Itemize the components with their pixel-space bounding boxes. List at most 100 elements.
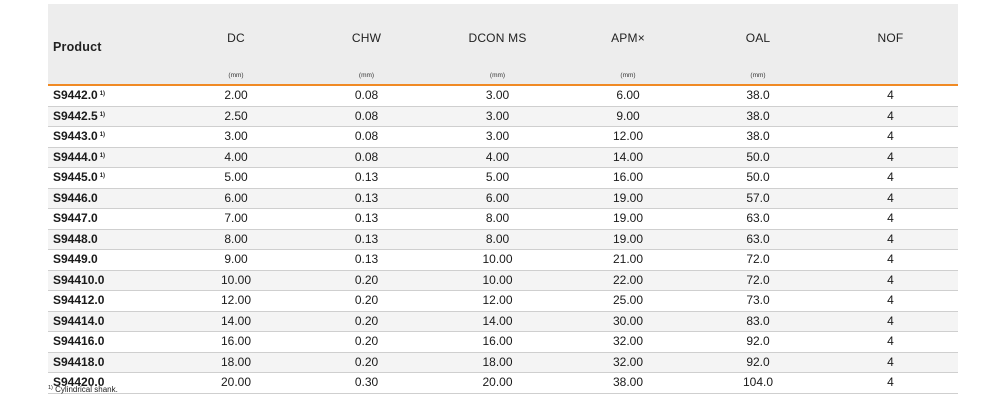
table-row: S9448.0 8.00 0.13 8.00 19.00 63.0 4 — [48, 229, 958, 250]
chw-cell: 0.08 — [301, 106, 432, 127]
table-row: S9447.0 7.00 0.13 8.00 19.00 63.0 4 — [48, 208, 958, 230]
product-code: S9442.0 — [53, 88, 98, 103]
nof-cell: 4 — [823, 372, 958, 394]
chw-cell: 0.08 — [301, 147, 432, 168]
apm-cell: 19.00 — [563, 208, 693, 230]
nof-cell: 4 — [823, 229, 958, 250]
product-cell: S9442.5 1) — [48, 106, 171, 127]
nof-cell: 4 — [823, 147, 958, 168]
product-cell: S94418.0 — [48, 352, 171, 373]
chw-cell: 0.30 — [301, 372, 432, 394]
dc-cell: 5.00 — [171, 167, 301, 189]
apm-cell: 32.00 — [563, 352, 693, 373]
footnote-ref: 1) — [99, 173, 106, 180]
dcon-cell: 20.00 — [432, 372, 563, 394]
header-unit: (mm) — [489, 72, 506, 79]
dcon-cell: 3.00 — [432, 106, 563, 127]
dc-cell: 3.00 — [171, 126, 301, 148]
nof-cell: 4 — [823, 331, 958, 353]
product-code: S94416.0 — [53, 334, 105, 349]
dcon-cell: 14.00 — [432, 311, 563, 332]
table-row: S9445.0 1) 5.00 0.13 5.00 16.00 50.0 4 — [48, 167, 958, 189]
nof-cell: 4 — [823, 311, 958, 332]
table-row: S94416.0 16.00 0.20 16.00 32.00 92.0 4 — [48, 331, 958, 353]
oal-cell: 63.0 — [693, 229, 823, 250]
oal-cell: 50.0 — [693, 147, 823, 168]
oal-cell: 63.0 — [693, 208, 823, 230]
chw-cell: 0.20 — [301, 352, 432, 373]
oal-cell: 38.0 — [693, 85, 823, 107]
dcon-cell: 16.00 — [432, 331, 563, 353]
chw-cell: 0.20 — [301, 270, 432, 291]
chw-cell: 0.13 — [301, 229, 432, 250]
dcon-cell: 3.00 — [432, 85, 563, 107]
oal-cell: 57.0 — [693, 188, 823, 209]
header-unit: (mm) — [750, 72, 766, 79]
chw-cell: 0.13 — [301, 208, 432, 230]
header-label: DC — [227, 31, 245, 45]
dcon-cell: 10.00 — [432, 249, 563, 271]
footnote-ref: 1) — [99, 91, 106, 98]
product-cell: S9449.0 — [48, 249, 171, 271]
header-unit: (mm) — [620, 72, 636, 79]
oal-cell: 72.0 — [693, 249, 823, 271]
dc-cell: 16.00 — [171, 331, 301, 353]
nof-cell: 4 — [823, 85, 958, 107]
header-label: NOF — [877, 31, 904, 45]
dcon-cell: 4.00 — [432, 147, 563, 168]
table-row: S94412.0 12.00 0.20 12.00 25.00 73.0 4 — [48, 290, 958, 312]
oal-cell: 83.0 — [693, 311, 823, 332]
footnote-ref: 1) — [99, 111, 106, 118]
header-dc: DC (mm) — [171, 4, 301, 86]
table-row: S9443.0 1) 3.00 0.08 3.00 12.00 38.0 4 — [48, 126, 958, 148]
header-label: APM× — [611, 31, 645, 45]
product-code: S9446.0 — [53, 190, 98, 205]
oal-cell: 92.0 — [693, 331, 823, 353]
header-nof: NOF — [823, 4, 958, 86]
table-row: S94420.0 20.00 0.30 20.00 38.00 104.0 4 — [48, 372, 958, 394]
nof-cell: 4 — [823, 208, 958, 230]
footnote-ref: 1) — [99, 132, 106, 139]
product-code: S94410.0 — [53, 272, 105, 287]
oal-cell: 72.0 — [693, 270, 823, 291]
product-code: S94420.0 — [53, 375, 105, 390]
dc-cell: 12.00 — [171, 290, 301, 312]
table-row: S9442.0 1) 2.00 0.08 3.00 6.00 38.0 4 — [48, 85, 958, 107]
product-cell: S9447.0 — [48, 208, 171, 230]
product-cell: S9442.0 1) — [48, 85, 171, 107]
dc-cell: 2.50 — [171, 106, 301, 127]
header-oal: OAL (mm) — [693, 4, 823, 86]
header-product: Product — [48, 4, 171, 86]
product-code: S9448.0 — [53, 231, 98, 246]
oal-cell: 73.0 — [693, 290, 823, 312]
chw-cell: 0.20 — [301, 290, 432, 312]
dcon-cell: 5.00 — [432, 167, 563, 189]
header-label: DCON MS — [468, 31, 527, 45]
product-table-container: Product DC (mm) CHW (mm) DCON MS (mm) AP… — [48, 4, 958, 394]
apm-cell: 22.00 — [563, 270, 693, 291]
table-row: S9449.0 9.00 0.13 10.00 21.00 72.0 4 — [48, 249, 958, 271]
chw-cell: 0.13 — [301, 188, 432, 209]
table-body: S9442.0 1) 2.00 0.08 3.00 6.00 38.0 4 S9442.5 1) 2… — [48, 85, 958, 394]
table-row: S94410.0 10.00 0.20 10.00 22.00 72.0 4 — [48, 270, 958, 291]
nof-cell: 4 — [823, 249, 958, 271]
apm-cell: 25.00 — [563, 290, 693, 312]
product-code: S9447.0 — [53, 211, 98, 226]
table-row: S9444.0 1) 4.00 0.08 4.00 14.00 50.0 4 — [48, 147, 958, 168]
header-label: CHW — [351, 31, 382, 45]
nof-cell: 4 — [823, 126, 958, 148]
product-cell: S9444.0 1) — [48, 147, 171, 168]
table-row: S9442.5 1) 2.50 0.08 3.00 9.00 38.0 4 — [48, 106, 958, 127]
apm-cell: 12.00 — [563, 126, 693, 148]
product-code: S94418.0 — [53, 354, 105, 369]
apm-cell: 21.00 — [563, 249, 693, 271]
footnote: 1) Cylindrical shank. — [48, 385, 118, 394]
product-code: S9442.5 — [53, 108, 98, 123]
chw-cell: 0.20 — [301, 311, 432, 332]
nof-cell: 4 — [823, 188, 958, 209]
product-cell: S94414.0 — [48, 311, 171, 332]
nof-cell: 4 — [823, 167, 958, 189]
dc-cell: 4.00 — [171, 147, 301, 168]
apm-cell: 16.00 — [563, 167, 693, 189]
dc-cell: 14.00 — [171, 311, 301, 332]
